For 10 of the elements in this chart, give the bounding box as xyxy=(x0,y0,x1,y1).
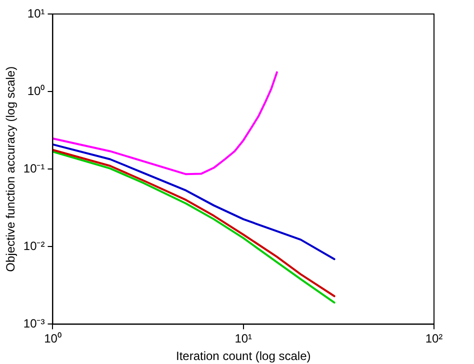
y-tick-label: 10⁻² xyxy=(23,238,45,253)
y-tick-label: 10⁻³ xyxy=(23,316,45,331)
y-tick-label: 10⁻¹ xyxy=(23,161,45,176)
x-tick-label: 10² xyxy=(425,332,443,346)
y-tick-label: 10¹ xyxy=(27,6,45,20)
x-tick-label: 10¹ xyxy=(234,332,252,346)
x-axis-title: Iteration count (log scale) xyxy=(176,349,311,364)
x-tick-label: 10⁰ xyxy=(44,332,62,346)
y-axis-title: Objective function accuracy (log scale) xyxy=(4,66,18,272)
y-tick-label: 10⁰ xyxy=(27,84,45,98)
